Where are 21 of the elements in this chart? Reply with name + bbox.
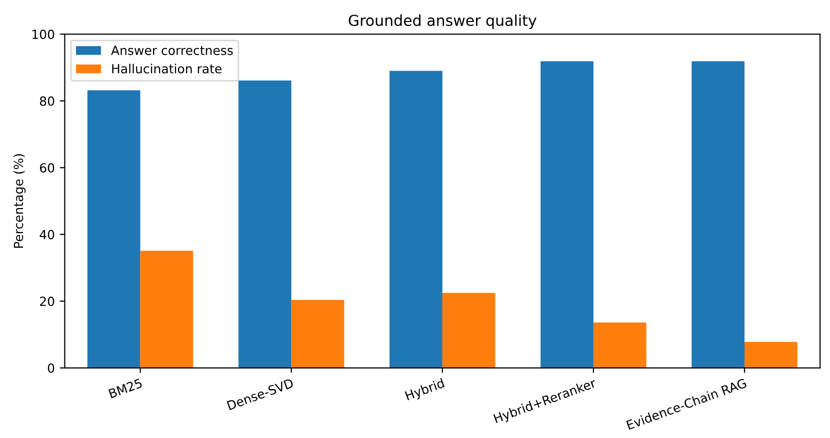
bar (87, 90, 140, 368)
bar (692, 61, 745, 368)
y-tick-label: 0 (48, 363, 54, 373)
y-axis-title: Percentage (%) (14, 154, 26, 248)
bar (140, 250, 194, 368)
bar (442, 292, 496, 368)
y-tick-label: 80 (40, 96, 54, 106)
legend-label: Hallucination rate (112, 64, 222, 74)
bar (390, 70, 442, 368)
bar (593, 322, 646, 368)
y-tick-label: 40 (40, 230, 54, 240)
y-tick-label: 20 (40, 296, 54, 306)
y-tick-label: 60 (40, 163, 54, 173)
bar (540, 61, 594, 368)
bar (744, 342, 798, 368)
chart-title: Grounded answer quality (348, 14, 536, 29)
x-tick-label: BM25 (108, 378, 143, 398)
y-tick-label: 100 (32, 30, 54, 40)
bar (238, 80, 292, 368)
legend-label: Answer correctness (111, 46, 233, 56)
bar (291, 300, 344, 368)
